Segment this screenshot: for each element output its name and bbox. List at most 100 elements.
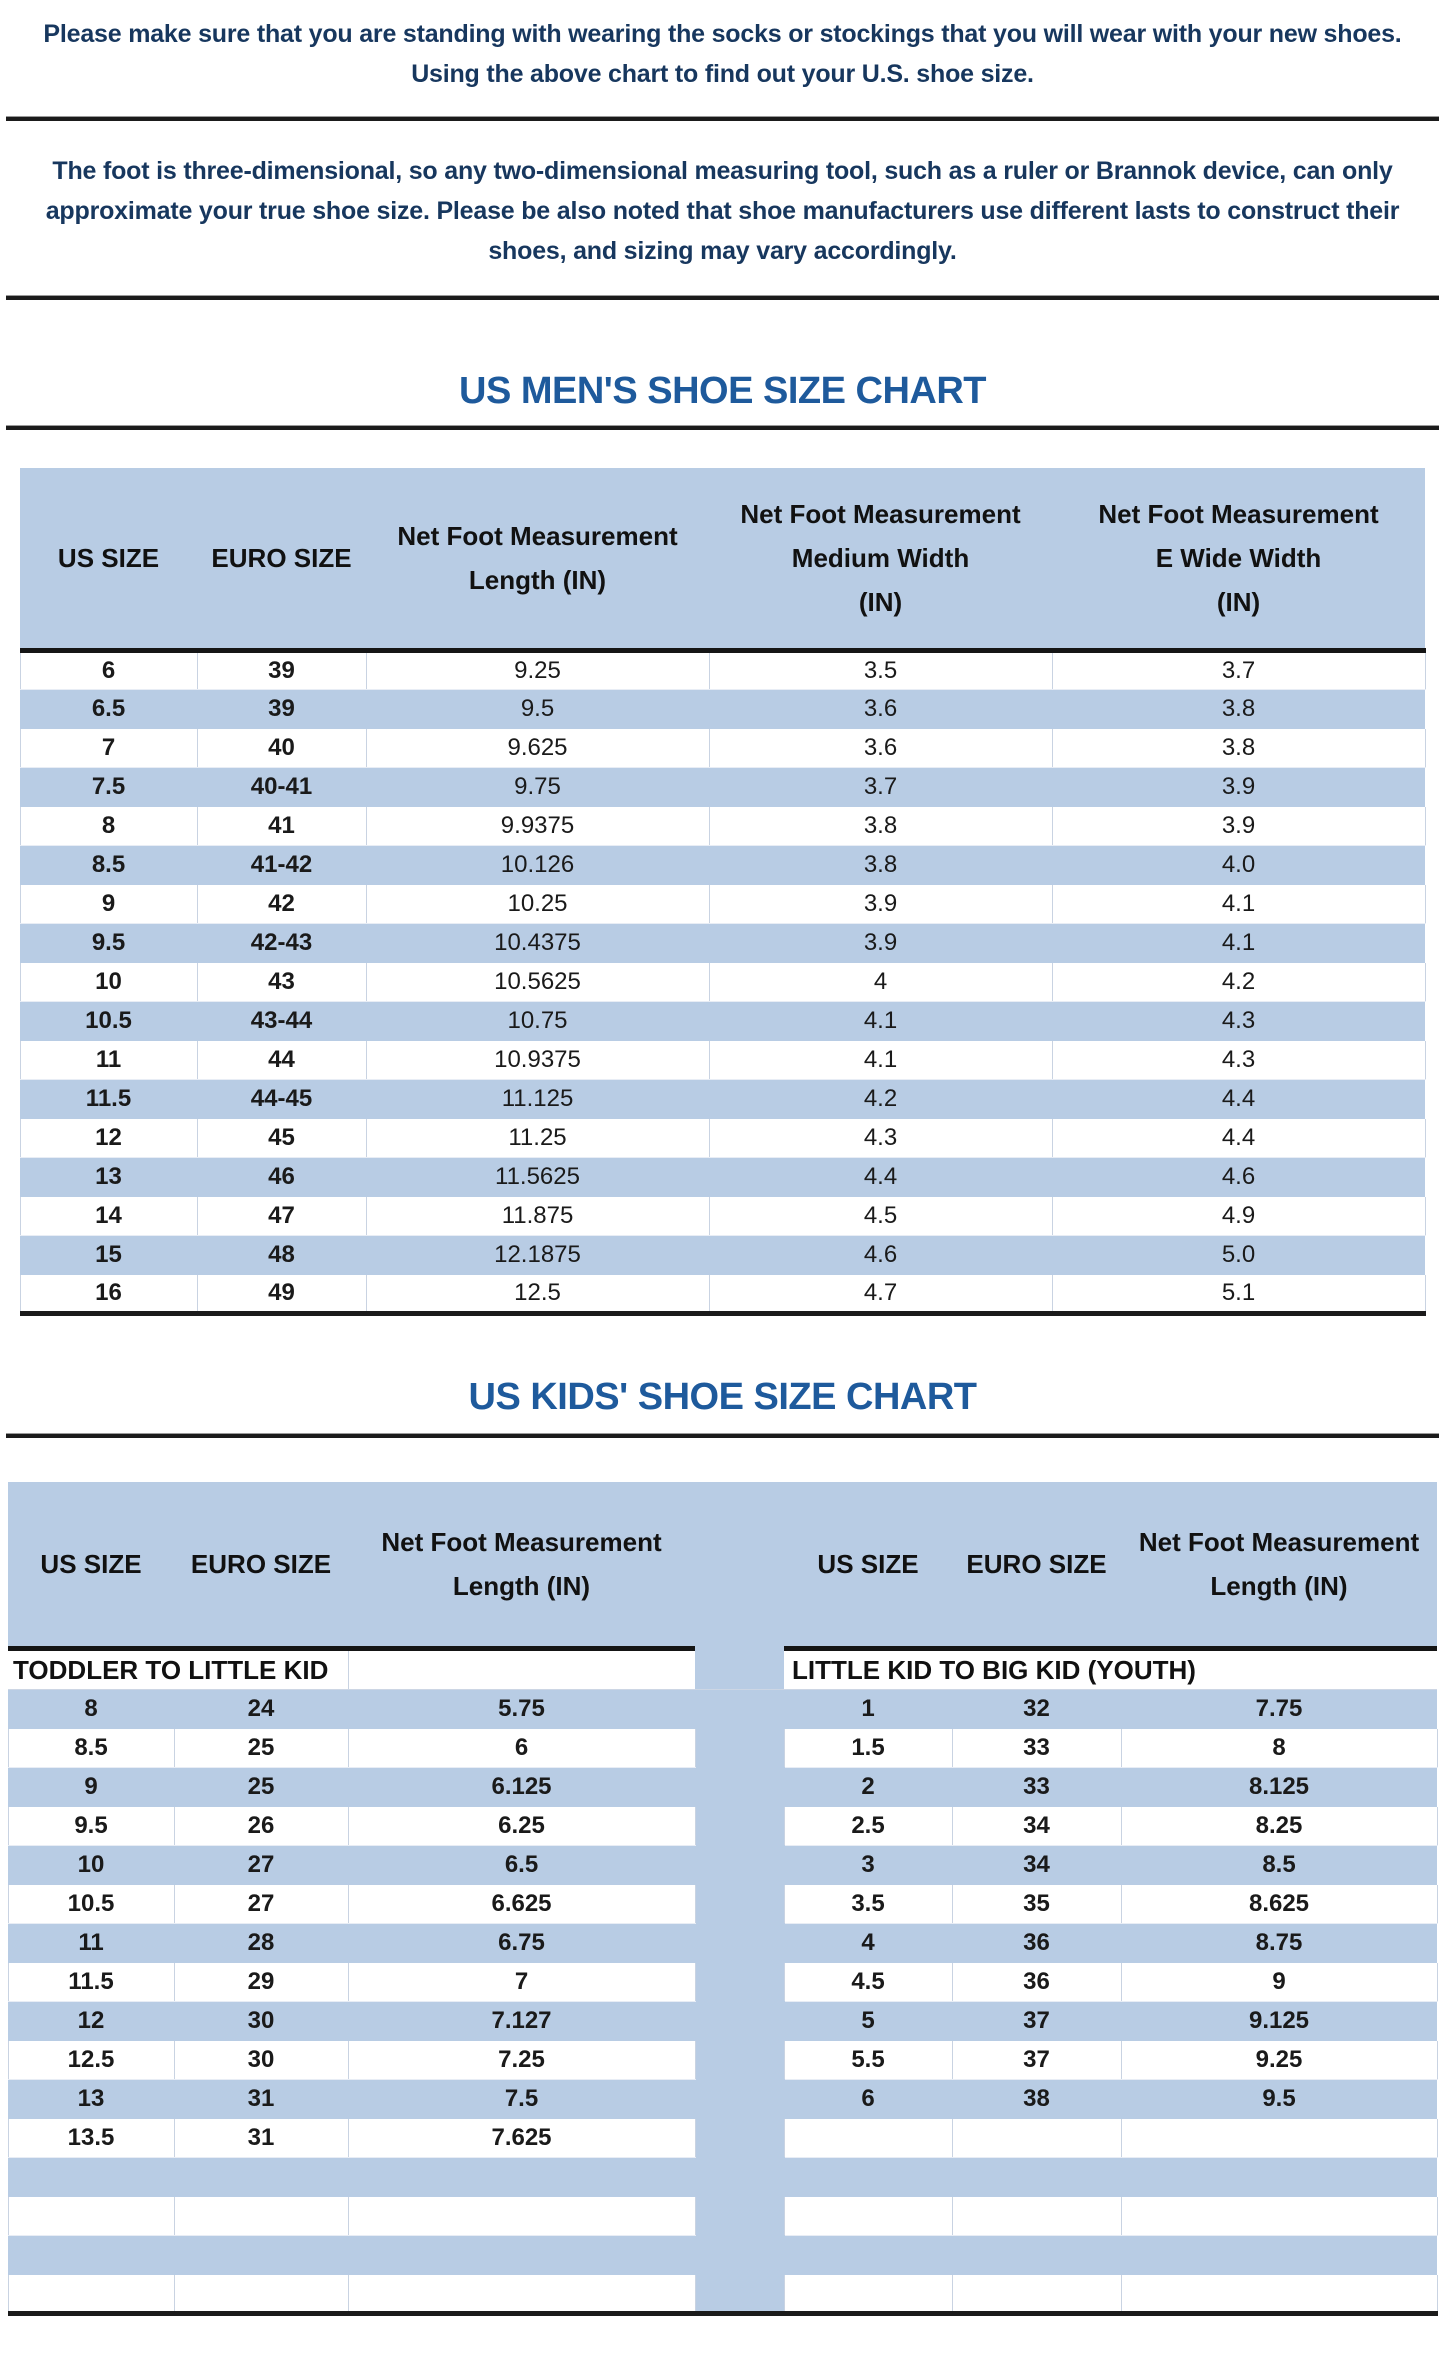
table-cell: 10.75 bbox=[366, 1001, 709, 1041]
table-cell: 27 bbox=[173, 1884, 349, 1924]
table-cell: 8 bbox=[8, 1689, 174, 1729]
table-cell: 3.9 bbox=[709, 923, 1052, 963]
mens-header-row: US SIZE EURO SIZE Net Foot Measurement L… bbox=[20, 468, 1425, 653]
section-divider bbox=[6, 116, 1439, 121]
table-cell: 7 bbox=[347, 1962, 696, 2002]
table-cell bbox=[174, 2235, 348, 2275]
table-cell bbox=[951, 2196, 1122, 2236]
section-divider bbox=[6, 425, 1439, 430]
mens-table-row: 15 48 12.1875 4.6 5.0 bbox=[20, 1235, 1425, 1275]
table-cell: 8 bbox=[19, 806, 198, 846]
table-cell: 8.125 bbox=[1121, 1767, 1437, 1807]
middle-separator bbox=[695, 2079, 784, 2119]
table-cell: 9.9375 bbox=[365, 806, 710, 846]
table-cell bbox=[8, 2235, 174, 2275]
kids-table-row: 10.5 27 6.625 3.5 35 8.625 bbox=[7, 1884, 1438, 1924]
table-cell bbox=[784, 2157, 952, 2197]
table-cell: 34 bbox=[952, 1845, 1121, 1885]
column-header-us-size: US SIZE bbox=[8, 1482, 174, 1651]
table-cell: 3.7 bbox=[709, 767, 1052, 807]
table-cell: 1.5 bbox=[783, 1728, 953, 1768]
table-cell: 6.75 bbox=[348, 1923, 695, 1963]
middle-separator bbox=[695, 2274, 784, 2314]
table-cell: 11.5625 bbox=[366, 1157, 709, 1197]
table-cell: 35 bbox=[951, 1884, 1122, 1924]
kids-chart-title: US KIDS' SHOE SIZE CHART bbox=[468, 1376, 977, 1418]
table-cell: 49 bbox=[196, 1274, 367, 1314]
table-cell: 4.3 bbox=[1051, 1040, 1426, 1080]
mens-table-row: 16 49 12.5 4.7 5.1 bbox=[19, 1274, 1426, 1314]
table-cell bbox=[951, 2118, 1122, 2158]
table-cell: 9.625 bbox=[365, 728, 710, 768]
table-cell bbox=[952, 2235, 1121, 2275]
table-cell: 5.5 bbox=[783, 2040, 953, 2080]
table-cell: 38 bbox=[952, 2079, 1121, 2119]
table-cell: 11 bbox=[8, 1923, 174, 1963]
table-cell: 8.5 bbox=[1121, 1845, 1437, 1885]
table-cell: 3.6 bbox=[709, 689, 1052, 729]
table-cell: 11.125 bbox=[366, 1079, 709, 1119]
middle-separator bbox=[695, 1482, 784, 1651]
kids-table-row: 13.5 31 7.625 bbox=[7, 2118, 1438, 2158]
kids-table-row: 9.5 26 6.25 2.5 34 8.25 bbox=[7, 1806, 1438, 1846]
table-cell: 4.1 bbox=[1052, 923, 1425, 963]
table-cell: 45 bbox=[196, 1118, 367, 1158]
kids-table-row: 9 25 6.125 2 33 8.125 bbox=[8, 1767, 1437, 1807]
table-cell: 4.1 bbox=[709, 1001, 1052, 1041]
table-cell: 13 bbox=[20, 1157, 197, 1197]
middle-separator bbox=[695, 1923, 784, 1963]
table-cell: 3.5 bbox=[708, 650, 1053, 690]
table-cell: 30 bbox=[174, 2001, 348, 2041]
table-cell: 10.9375 bbox=[365, 1040, 710, 1080]
column-header-length: Net Foot Measurement Length (IN) bbox=[348, 1482, 695, 1651]
table-cell: 3.7 bbox=[1051, 650, 1426, 690]
mens-table-row: 9.5 42-43 10.4375 3.9 4.1 bbox=[20, 923, 1425, 963]
toddler-section-label: TODDLER TO LITTLE KID bbox=[8, 1648, 348, 1690]
mens-table-row: 10 43 10.5625 4 4.2 bbox=[19, 962, 1426, 1002]
table-cell: 26 bbox=[173, 1806, 349, 1846]
table-cell: 31 bbox=[174, 2079, 348, 2119]
table-cell: 10 bbox=[8, 1845, 174, 1885]
kids-table-row: 8.5 25 6 1.5 33 8 bbox=[7, 1728, 1438, 1768]
kids-table-body: TODDLER TO LITTLE KID LITTLE KID TO BIG … bbox=[7, 1648, 1438, 2314]
table-cell: 44 bbox=[196, 1040, 367, 1080]
bottom-spacer bbox=[0, 2316, 1445, 2361]
table-cell: 5 bbox=[784, 2001, 952, 2041]
table-cell: 4.4 bbox=[709, 1157, 1052, 1197]
middle-separator bbox=[695, 2040, 784, 2080]
table-cell: 7.127 bbox=[348, 2001, 695, 2041]
column-header-length: Net Foot Measurement Length (IN) bbox=[366, 468, 709, 653]
middle-separator bbox=[695, 2001, 784, 2041]
mens-table-row: 7.5 40-41 9.75 3.7 3.9 bbox=[20, 767, 1425, 807]
table-cell: 4.3 bbox=[1052, 1001, 1425, 1041]
middle-separator bbox=[695, 1962, 784, 2002]
middle-separator bbox=[695, 1728, 784, 1768]
table-cell: 40-41 bbox=[197, 767, 366, 807]
table-cell: 6.5 bbox=[20, 689, 197, 729]
middle-separator bbox=[695, 1767, 784, 1807]
table-cell: 4.1 bbox=[708, 1040, 1053, 1080]
kids-table-row: 11.5 29 7 4.5 36 9 bbox=[7, 1962, 1438, 2002]
table-cell: 14 bbox=[19, 1196, 198, 1236]
table-cell: 36 bbox=[952, 1923, 1121, 1963]
mens-table-row: 6.5 39 9.5 3.6 3.8 bbox=[20, 689, 1425, 729]
table-cell: 47 bbox=[196, 1196, 367, 1236]
table-cell: 7.75 bbox=[1121, 1689, 1437, 1729]
table-cell: 4.7 bbox=[708, 1274, 1053, 1314]
table-cell bbox=[7, 2196, 175, 2236]
table-cell: 46 bbox=[197, 1157, 366, 1197]
table-cell: 10.5 bbox=[7, 1884, 175, 1924]
table-cell: 13 bbox=[8, 2079, 174, 2119]
table-cell: 41 bbox=[196, 806, 367, 846]
table-cell: 13.5 bbox=[7, 2118, 175, 2158]
table-cell: 6 bbox=[347, 1728, 696, 1768]
kids-table-row bbox=[8, 2235, 1437, 2275]
table-cell bbox=[8, 2157, 174, 2197]
table-cell: 4 bbox=[784, 1923, 952, 1963]
mens-table-row: 9 42 10.25 3.9 4.1 bbox=[19, 884, 1426, 924]
mens-table-row: 8 41 9.9375 3.8 3.9 bbox=[19, 806, 1426, 846]
table-cell: 6 bbox=[784, 2079, 952, 2119]
kids-table-row: 11 28 6.75 4 36 8.75 bbox=[8, 1923, 1437, 1963]
table-cell: 42 bbox=[196, 884, 367, 924]
table-cell: 3.9 bbox=[1052, 767, 1425, 807]
